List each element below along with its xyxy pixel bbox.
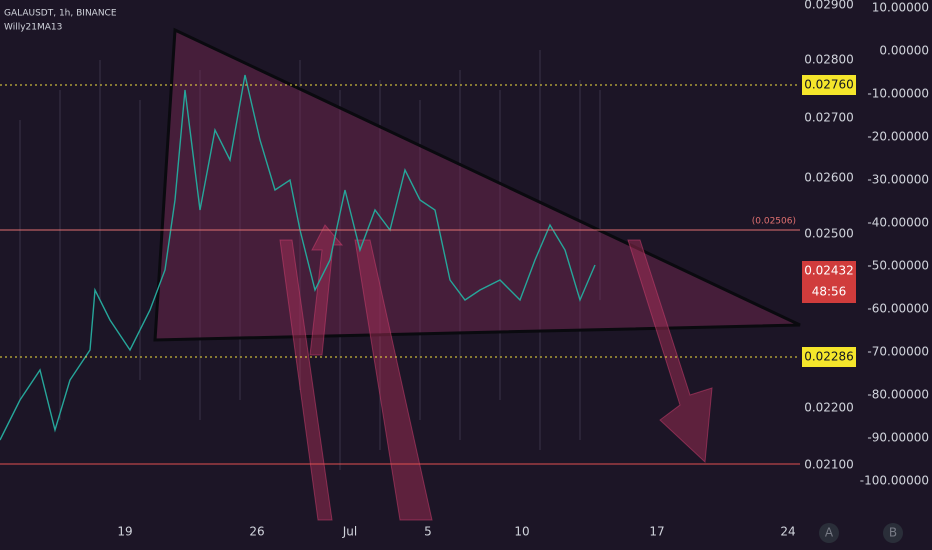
indicator-tick-label: 10.00000 [872,1,929,15]
indicator-tick-label: -60.00000 [867,302,929,316]
price-tick-label: 0.02200 [804,401,854,415]
price-label-box [802,347,856,367]
price-label-box [802,75,856,95]
symbol: GALAUSDT, 1h, BINANCE [4,9,117,19]
indicator-background [19,50,601,470]
indicator-tick-label: -70.00000 [867,345,929,359]
time-tick-label: 26 [249,525,264,539]
button[interactable] [883,523,903,543]
indicator-tick-label: -50.00000 [867,259,929,273]
price-tick-label: 0.02500 [804,227,854,241]
button-label[interactable]: A [825,526,834,540]
triangle-pattern [153,27,801,342]
time-tick-label: Jul [342,525,357,539]
time-tick-label: 24 [780,525,795,539]
price-label-box [802,261,856,303]
indicator-tick-label: -10.00000 [867,87,929,101]
indicator-tick-label: -20.00000 [867,130,929,144]
price-label: 0.02432 [804,264,854,278]
time-tick-label: 5 [424,525,432,539]
indicator-tick-label: 0.00000 [879,44,929,58]
price-tick-label: 0.02600 [804,171,854,185]
indicator-tick-label: -80.00000 [867,388,929,402]
time-tick-label: 19 [117,525,132,539]
price-tick-label: 0.02700 [804,111,854,125]
indicator-name: Willy21MA13 [4,23,62,33]
indicator-tick-label: -30.00000 [867,173,929,187]
annotation: (0.02506) [752,217,796,227]
indicator-tick-label: -40.00000 [867,216,929,230]
price-tick-label: 0.02100 [804,458,854,472]
price-tick-label: 0.02800 [804,53,854,67]
indicator-tick-label: -100.00000 [860,474,929,488]
countdown: 48:56 [812,285,847,299]
time-tick-label: 10 [514,525,529,539]
button[interactable] [819,523,839,543]
price-label: 0.02760 [804,78,854,92]
price-tick-label: 0.02900 [804,0,854,12]
price-trace [0,74,596,441]
time-tick-label: 17 [649,525,664,539]
price-label: 0.02286 [804,350,854,364]
arrows [279,224,713,521]
button-label[interactable]: B [889,526,897,540]
indicator-tick-label: -90.00000 [867,431,929,445]
